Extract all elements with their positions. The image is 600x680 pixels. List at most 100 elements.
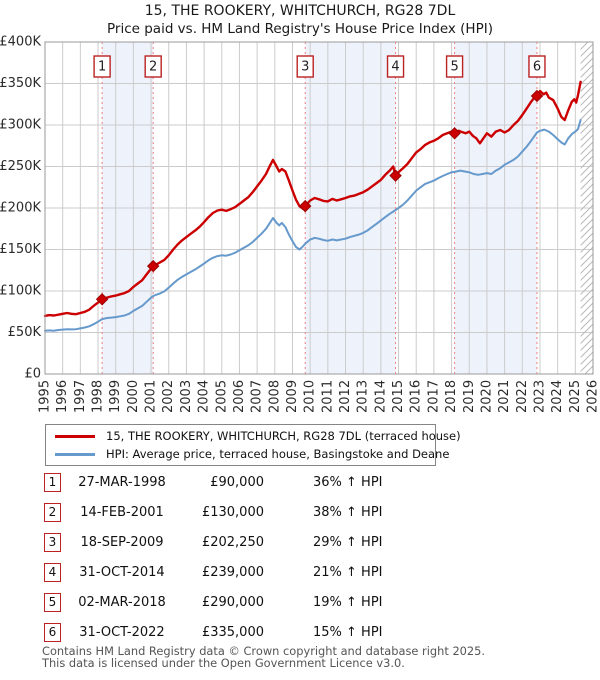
row-number-badge: 4 [44,563,61,582]
x-tick-label: 2021 [497,380,512,413]
sale-date: 18-SEP-2009 [80,535,164,550]
table-row: 4 31-OCT-2014 £239,000 21% ↑ HPI [0,563,600,587]
footer-line-2: This data is licensed under the Open Gov… [42,655,405,670]
x-tick-label: 2015 [391,380,406,413]
y-tick-label: £0 [24,367,41,382]
sale-diamond-marker [95,293,109,306]
sale-price: £239,000 [201,565,264,580]
y-tick-label: £400K [0,35,41,50]
x-tick-label: 2016 [409,380,424,413]
sale-date: 31-OCT-2022 [79,625,165,640]
sale-number-label: 4 [391,60,399,75]
x-tick-label: 2008 [267,380,282,413]
sale-number-box [93,55,111,78]
chart-legend: 15, THE ROOKERY, WHITCHURCH, RG28 7DL (t… [45,424,461,466]
plot-border [44,41,594,375]
x-tick-label: 2004 [197,380,212,413]
sale-diamond-marker [299,199,312,213]
x-tick-label: 2018 [444,380,459,413]
y-tick-label: £200K [0,201,41,216]
y-tick-label: £350K [0,76,41,91]
x-tick-label: 2011 [320,380,335,413]
y-tick-label: £250K [0,159,41,174]
x-tick-label: 1998 [91,380,106,413]
x-tick-label: 2002 [161,380,176,413]
sale-hpi-delta: 36% ↑ HPI [313,475,383,490]
sale-number-box [528,55,546,78]
y-tick-label: £300K [0,118,41,133]
x-tick-label: 2003 [179,380,194,413]
sale-date: 27-MAR-1998 [78,475,166,490]
x-tick-label: 2020 [479,380,494,413]
sale-hpi-delta: 38% ↑ HPI [313,505,383,520]
sale-date: 31-OCT-2014 [79,565,165,580]
legend-label: HPI: Average price, terraced house, Basi… [106,447,450,461]
row-number-badge: 1 [44,473,61,492]
sale-number-box [296,55,314,78]
hpi-line-swatch [55,452,95,456]
sale-diamond-marker [530,89,544,103]
sale-diamond-marker [448,127,461,140]
x-tick-label: 1995 [38,380,53,413]
sale-price: £130,000 [201,505,264,520]
table-row: 2 14-FEB-2001 £130,000 38% ↑ HPI [0,503,600,527]
row-number-badge: 2 [44,503,61,522]
sale-hpi-delta: 15% ↑ HPI [313,625,383,640]
x-tick-label: 2024 [550,380,565,413]
x-tick-label: 2023 [532,380,547,413]
sale-number-label: 3 [301,60,309,75]
x-tick-label: 2012 [338,380,353,413]
page-subtitle: Price paid vs. HM Land Registry's House … [107,21,493,37]
sale-number-box [386,55,405,78]
sale-price: £290,000 [201,595,264,610]
sale-price: £335,000 [201,625,264,640]
sale-hpi-delta: 29% ↑ HPI [313,535,383,550]
hpi-line [44,119,582,332]
x-tick-label: 2014 [373,380,388,413]
x-tick-label: 2026 [586,380,600,413]
x-tick-label: 2000 [126,380,141,413]
x-tick-label: 1996 [55,380,70,413]
x-tick-label: 2001 [144,380,159,413]
page-title: 15, THE ROOKERY, WHITCHURCH, RG28 7DL [144,3,456,19]
legend-label: 15, THE ROOKERY, WHITCHURCH, RG28 7DL (t… [106,429,461,443]
x-tick-label: 2013 [356,380,371,413]
x-tick-label: 2010 [303,380,318,413]
price-history-chart: 1 2 3 4 5 6 £0 £50K £100K £150K £200K £250K £300K £35… [0,35,600,414]
legend-item-hpi: HPI: Average price, terraced house, Basi… [46,447,449,462]
x-tick-label: 2007 [250,380,265,413]
x-tick-label: 2017 [426,380,441,413]
sale-price: £90,000 [210,475,264,490]
sale-price: £202,250 [201,535,264,550]
property-line-swatch [55,434,95,438]
table-row: 3 18-SEP-2009 £202,250 29% ↑ HPI [0,533,600,557]
property-price-line [43,80,582,318]
sale-diamond-marker [146,259,160,273]
sale-number-label: 2 [149,60,157,75]
sale-date: 14-FEB-2001 [80,505,164,520]
table-row: 1 27-MAR-1998 £90,000 36% ↑ HPI [0,473,600,497]
sale-date: 02-MAR-2018 [78,595,166,610]
sale-diamond-marker [389,169,402,182]
sale-number-label: 5 [450,60,458,75]
x-tick-label: 2022 [515,380,530,413]
x-tick-label: 1997 [73,380,88,413]
y-tick-label: £50K [8,325,42,340]
x-tick-label: 2009 [285,380,300,413]
license-footer: Contains HM Land Registry data © Crown c… [42,645,485,670]
row-number-badge: 5 [44,593,61,612]
x-tick-label: 2025 [568,380,583,413]
sale-number-label: 6 [533,60,541,75]
table-row: 6 31-OCT-2022 £335,000 15% ↑ HPI [0,623,600,647]
future-hatch-region [580,42,593,374]
sale-number-box [445,55,464,78]
sale-number-label: 1 [98,60,106,75]
x-tick-label: 1999 [108,380,123,413]
sale-hpi-delta: 21% ↑ HPI [313,565,383,580]
x-tick-label: 2005 [214,380,229,413]
x-tick-label: 2006 [232,380,247,413]
row-number-badge: 6 [44,623,61,642]
x-tick-label: 2019 [462,380,477,413]
table-row: 5 02-MAR-2018 £290,000 19% ↑ HPI [0,593,600,617]
y-tick-label: £100K [0,284,41,299]
